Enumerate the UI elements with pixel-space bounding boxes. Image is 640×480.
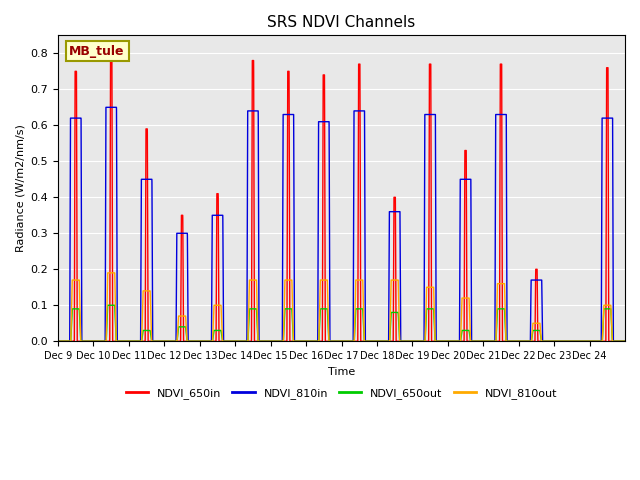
NDVI_650out	[83, 338, 90, 344]
NDVI_810out	[260, 338, 268, 344]
NDVI_650out	[505, 338, 513, 344]
NDVI_810in	[505, 338, 513, 344]
NDVI_810in	[54, 338, 62, 344]
NDVI_810in	[102, 105, 109, 110]
Title: SRS NDVI Channels: SRS NDVI Channels	[268, 15, 415, 30]
NDVI_810out	[505, 338, 513, 344]
NDVI_810in	[83, 338, 90, 344]
NDVI_650out	[104, 302, 111, 308]
NDVI_650in	[54, 338, 62, 344]
Y-axis label: Radiance (W/m2/nm/s): Radiance (W/m2/nm/s)	[15, 124, 25, 252]
NDVI_810out	[621, 338, 629, 344]
NDVI_650out	[390, 310, 397, 315]
NDVI_650in	[260, 338, 268, 344]
NDVI_810in	[260, 338, 268, 344]
NDVI_810out	[54, 338, 62, 344]
NDVI_810out	[415, 338, 422, 344]
NDVI_810out	[475, 338, 483, 344]
NDVI_650out	[260, 338, 268, 344]
NDVI_810out	[104, 270, 111, 276]
NDVI_650in	[505, 338, 513, 344]
Line: NDVI_650out: NDVI_650out	[58, 305, 625, 341]
NDVI_810in	[475, 338, 483, 344]
NDVI_650in	[621, 338, 629, 344]
NDVI_810in	[415, 338, 422, 344]
NDVI_650in	[475, 338, 483, 344]
NDVI_810in	[390, 209, 397, 215]
Line: NDVI_810out: NDVI_810out	[58, 273, 625, 341]
Line: NDVI_810in: NDVI_810in	[58, 108, 625, 341]
NDVI_650in	[83, 338, 90, 344]
NDVI_810out	[83, 338, 90, 344]
Line: NDVI_650in: NDVI_650in	[58, 53, 625, 341]
NDVI_650in	[415, 338, 422, 344]
X-axis label: Time: Time	[328, 367, 355, 376]
NDVI_650out	[415, 338, 422, 344]
NDVI_650out	[54, 338, 62, 344]
NDVI_650out	[621, 338, 629, 344]
Legend: NDVI_650in, NDVI_810in, NDVI_650out, NDVI_810out: NDVI_650in, NDVI_810in, NDVI_650out, NDV…	[122, 383, 562, 403]
NDVI_650in	[107, 50, 115, 56]
NDVI_810in	[621, 338, 629, 344]
NDVI_650in	[390, 272, 397, 278]
Text: MB_tule: MB_tule	[69, 45, 125, 58]
NDVI_650out	[475, 338, 483, 344]
NDVI_810out	[390, 277, 397, 283]
